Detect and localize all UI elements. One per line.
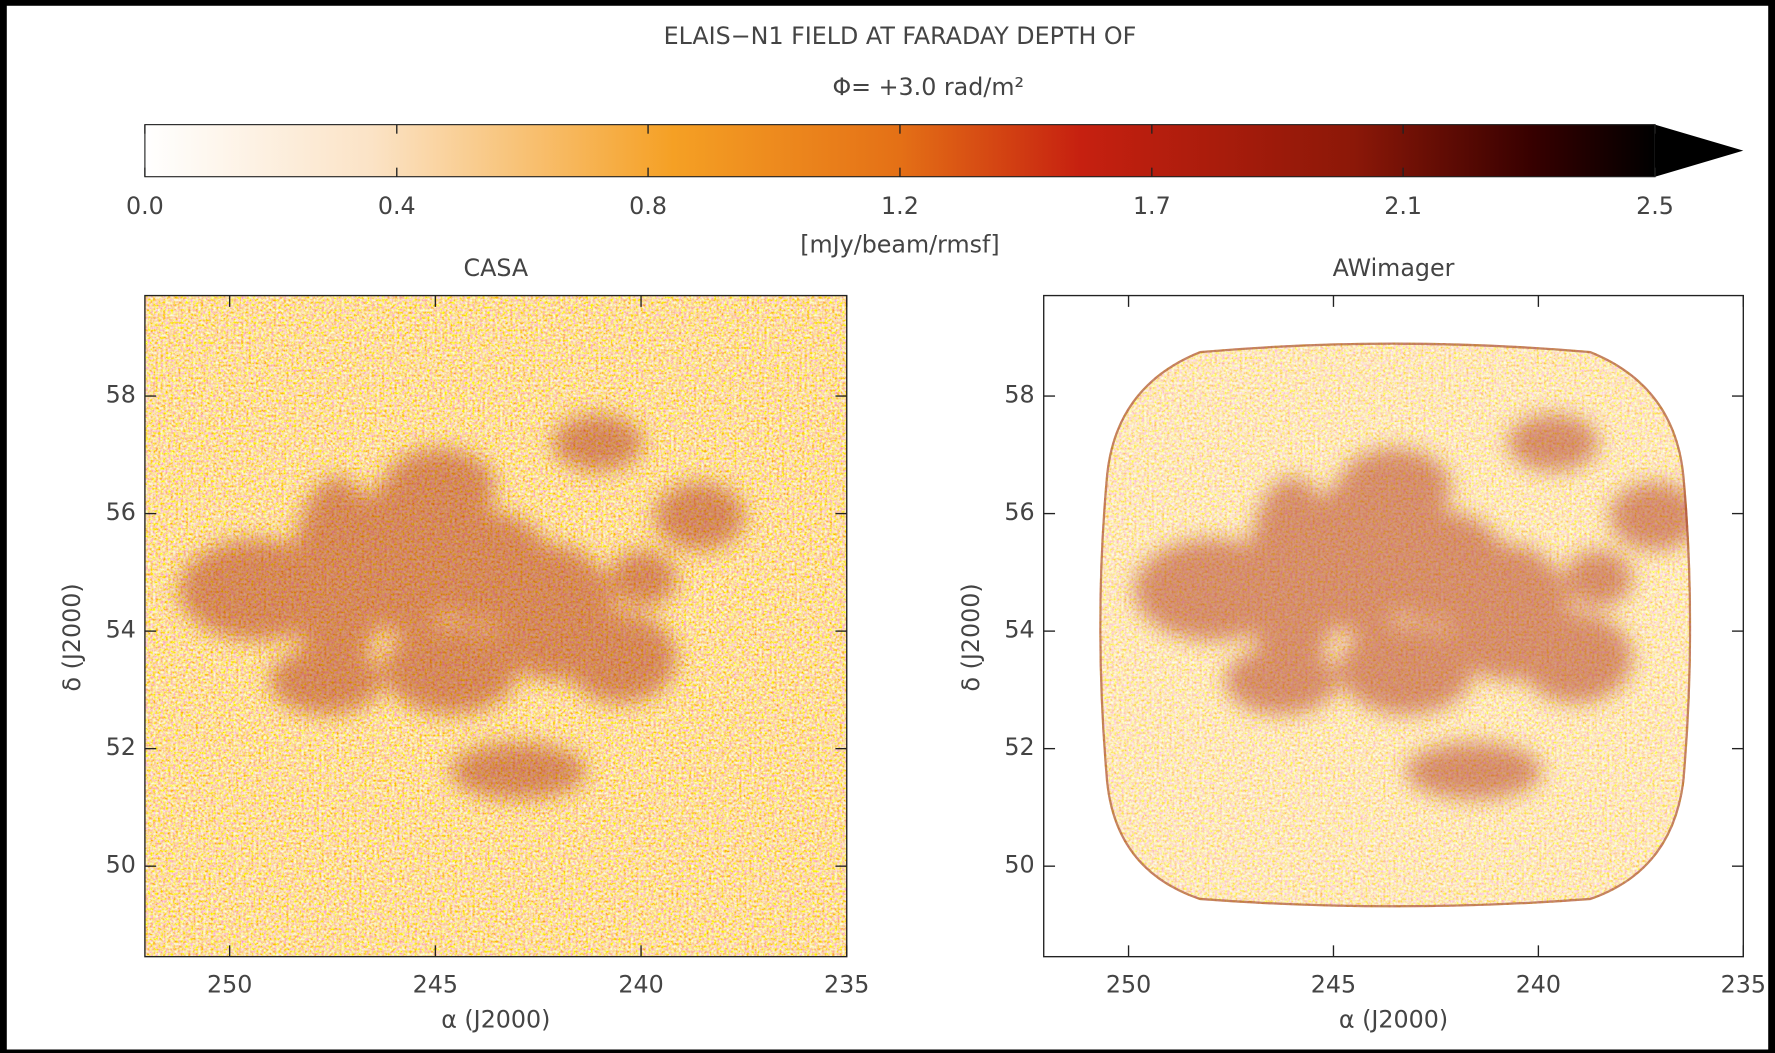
emission-blob (269, 646, 383, 715)
frame (1043, 294, 1744, 958)
emission-blob (609, 550, 677, 607)
emission-blob (1224, 646, 1339, 715)
x-axis-label: α (J2000) (1339, 1006, 1448, 1034)
emission-blob (382, 448, 496, 528)
x-tick-label: 250 (1106, 971, 1151, 999)
emission-blob (552, 414, 643, 472)
edge (1099, 342, 1692, 908)
x-tick-label: 240 (1516, 971, 1561, 999)
y-tick-label: 54 (106, 616, 136, 644)
panel-title: CASA (464, 254, 529, 282)
colorbar-label: [mJy/beam/rmsf] (800, 230, 999, 258)
tick-label: 0.8 (629, 192, 667, 220)
y-tick-label: 50 (106, 851, 136, 879)
emission (1134, 414, 1692, 800)
emission-blob (1609, 482, 1692, 551)
x-tick-label: 235 (824, 971, 869, 999)
y-tick-label: 52 (1004, 733, 1034, 761)
colorbar-extend (1655, 124, 1744, 177)
emission-blob (654, 482, 745, 551)
y-axis-label: δ (J2000) (58, 583, 86, 691)
y-tick-label: 52 (106, 733, 136, 761)
tick-label: 2.1 (1384, 192, 1422, 220)
tick-label: 1.7 (1133, 192, 1171, 220)
y-axis-label: δ (J2000) (957, 583, 985, 691)
emission-blob (1405, 742, 1542, 800)
emission-blob (1564, 550, 1633, 607)
emission-blob (563, 612, 677, 704)
y-tick-label: 54 (1004, 616, 1034, 644)
frame (144, 294, 848, 958)
emission-blob (1519, 612, 1633, 704)
emission-blob (450, 742, 587, 800)
emission-blob (382, 623, 519, 715)
emission-blob (1338, 623, 1474, 715)
emission-blob (1507, 414, 1599, 472)
x-tick-label: 235 (1721, 971, 1766, 999)
tick-label: 0.4 (378, 192, 416, 220)
tick-label: 0.0 (126, 192, 164, 220)
emission (178, 414, 745, 800)
title: ELAIS−N1 FIELD AT FARADAY DEPTH OF (664, 22, 1137, 50)
y-tick-label: 56 (1004, 498, 1034, 526)
x-tick-label: 245 (413, 971, 458, 999)
x-axis-label: α (J2000) (441, 1006, 550, 1034)
y-tick-label: 58 (106, 381, 136, 409)
sky-image (1099, 342, 1692, 908)
x-tick-label: 245 (1311, 971, 1356, 999)
tick-label: 1.2 (881, 192, 919, 220)
y-tick-label: 50 (1004, 851, 1034, 879)
x-tick-label: 250 (207, 971, 252, 999)
panel-title: AWimager (1333, 254, 1455, 282)
y-tick-label: 56 (106, 498, 136, 526)
x-tick-label: 240 (618, 971, 663, 999)
subtitle: Φ= +3.0 rad/m² (832, 73, 1024, 101)
emission-blob (1338, 448, 1452, 528)
tick-label: 2.5 (1636, 192, 1674, 220)
y-tick-label: 58 (1004, 381, 1034, 409)
sky-image (144, 295, 847, 957)
